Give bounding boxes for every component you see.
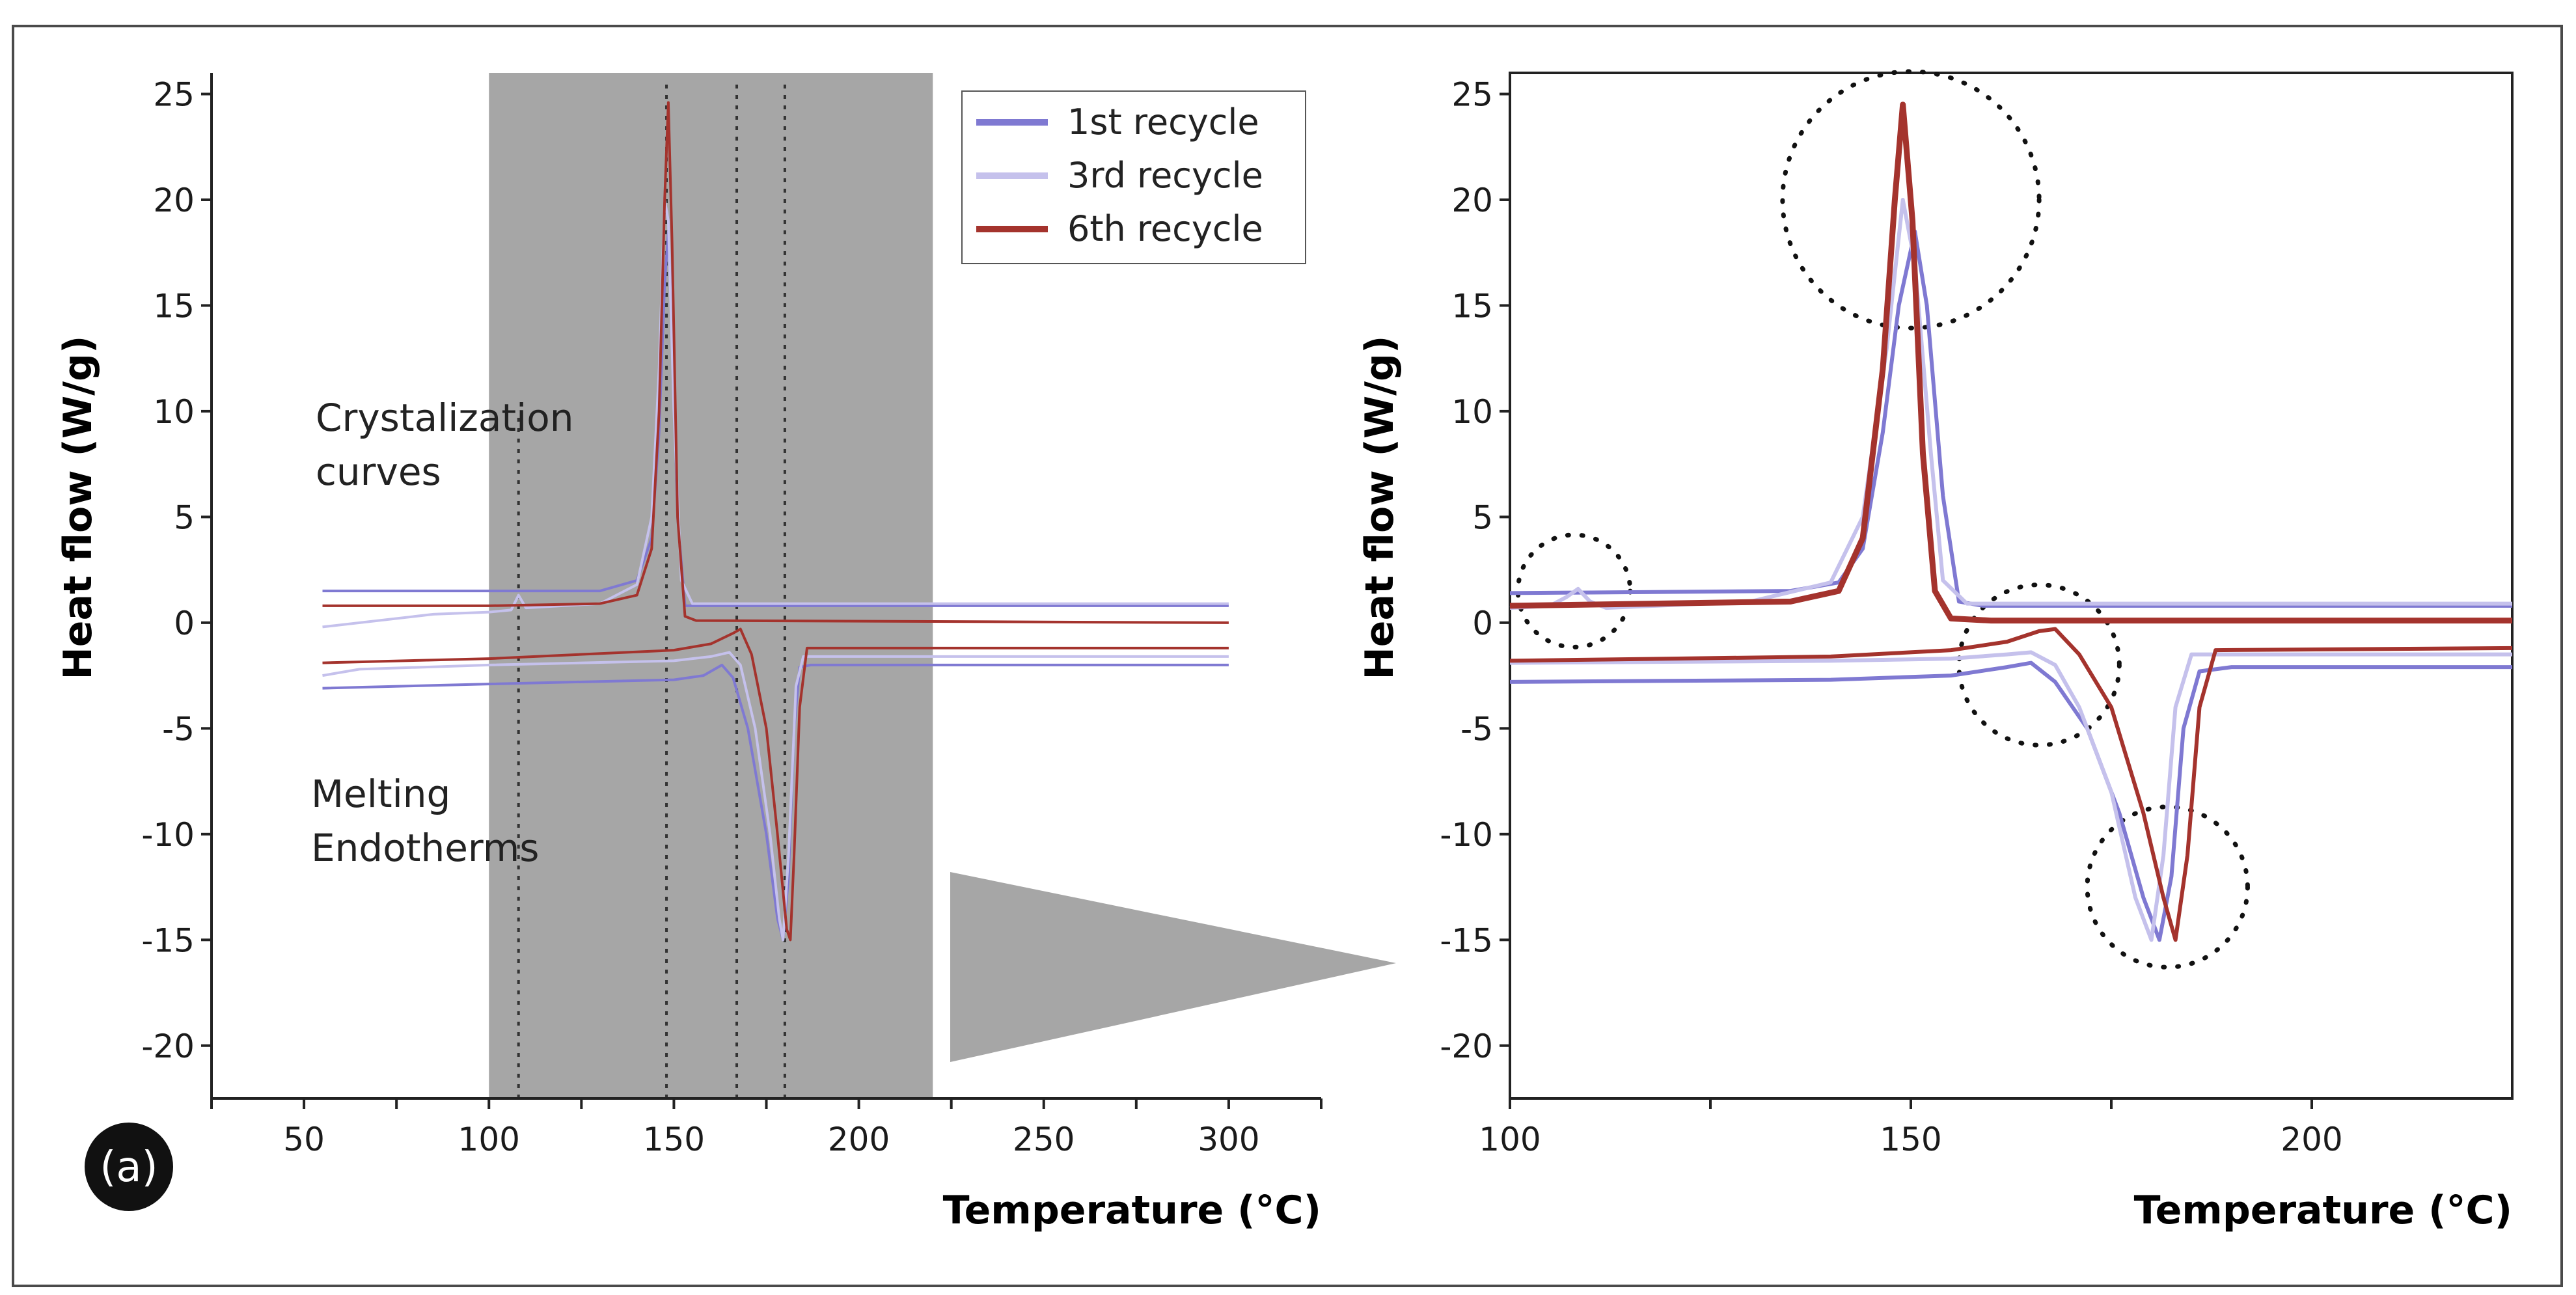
left-ytick-label--15: -15 — [141, 921, 195, 959]
right-ytick-label-10: 10 — [1451, 393, 1493, 431]
legend: 1st recycle 3rd recycle 6th recycle — [961, 90, 1306, 264]
legend-label-1st: 1st recycle — [1067, 102, 1259, 143]
annotation-curves: curves — [316, 450, 441, 494]
left-series-lines — [322, 101, 1229, 942]
left-series-1st-recycle-heat — [322, 663, 1229, 942]
right-ytick-label--15: -15 — [1440, 921, 1493, 959]
legend-label-3rd: 3rd recycle — [1067, 155, 1263, 196]
panel-label-circle — [85, 1123, 173, 1211]
left-y-ticks: 25 20 15 10 5 0 -5 -10 -15 -20 — [141, 75, 212, 1065]
left-xtick-label-300: 300 — [1198, 1121, 1259, 1158]
right-ytick-label-15: 15 — [1451, 287, 1493, 325]
left-ytick-label--5: -5 — [162, 710, 195, 748]
right-ytick-label-25: 25 — [1451, 75, 1493, 113]
right-ytick-label-0: 0 — [1472, 605, 1493, 642]
left-shaded-region — [489, 73, 933, 1098]
left-ytick-label-10: 10 — [153, 393, 195, 431]
right-y-ticks: 25 20 15 10 5 0 -5 -10 -15 -20 — [1440, 75, 1510, 1065]
right-series-1st-recycle-heat — [1509, 661, 2512, 942]
left-y-axis-title: Heat flow (W/g) — [55, 336, 101, 680]
panel-label-text: (a) — [100, 1143, 158, 1192]
left-x-axis-title: Temperature (°C) — [943, 1188, 1321, 1233]
left-series-6th-recycle-heat — [322, 627, 1229, 942]
right-xtick-label-200: 200 — [2281, 1121, 2342, 1158]
right-ytick-label--20: -20 — [1440, 1028, 1493, 1065]
right-series-3rd-recycle-cool — [1509, 198, 2512, 610]
annotation-crystalization: Crystalization — [316, 396, 573, 440]
right-x-axis-title: Temperature (°C) — [2134, 1188, 2512, 1233]
left-xtick-label-200: 200 — [828, 1121, 890, 1158]
left-x-ticks: 50 100 150 200 250 300 — [210, 1098, 1322, 1158]
right-ytick-label--5: -5 — [1460, 710, 1493, 748]
highlight-circle-1 — [1780, 69, 2042, 331]
left-series-6th-recycle-cool — [322, 101, 1229, 624]
highlight-circle-2 — [1956, 582, 2122, 748]
right-series-1st-recycle-cool — [1509, 229, 2512, 608]
panel-label-badge: (a) — [85, 1123, 173, 1211]
right-plot-box — [1509, 72, 2514, 1100]
left-xtick-label-100: 100 — [458, 1121, 520, 1158]
left-ytick-label--20: -20 — [141, 1028, 195, 1065]
left-ytick-label-0: 0 — [174, 605, 195, 642]
right-xtick-label-150: 150 — [1880, 1121, 1941, 1158]
right-ytick-label--10: -10 — [1440, 816, 1493, 854]
right-y-axis-title: Heat flow (W/g) — [1357, 336, 1403, 680]
annotation-melting: Melting — [311, 772, 450, 816]
highlight-circle-3 — [2085, 804, 2250, 970]
right-ytick-label-5: 5 — [1472, 498, 1493, 536]
legend-label-6th: 6th recycle — [1067, 208, 1263, 249]
left-ytick-label-20: 20 — [153, 182, 195, 219]
left-ytick-label-5: 5 — [174, 498, 195, 536]
right-series-lines — [1509, 102, 2513, 942]
right-series-3rd-recycle-heat — [1509, 650, 2512, 942]
right-series-6th-recycle-cool — [1509, 102, 2512, 624]
zoom-arrow-wedge — [950, 872, 1396, 1062]
right-xtick-label-100: 100 — [1479, 1121, 1541, 1158]
left-ytick-label-15: 15 — [153, 287, 195, 325]
right-panel: 25 20 15 10 5 0 -5 -10 -15 -20 100 150 200 Heat flo… — [1357, 69, 2514, 1233]
left-xtick-label-250: 250 — [1013, 1121, 1075, 1158]
right-highlight-circles — [1515, 69, 2250, 970]
left-xtick-label-50: 50 — [283, 1121, 325, 1158]
right-x-ticks: 100 150 200 — [1479, 1098, 2343, 1158]
annotation-endotherms: Endotherms — [311, 826, 539, 870]
right-series-6th-recycle-heat — [1509, 627, 2513, 942]
left-ytick-label--10: -10 — [141, 816, 195, 854]
left-xtick-label-150: 150 — [643, 1121, 705, 1158]
left-ytick-label-25: 25 — [153, 75, 195, 113]
right-ytick-label-20: 20 — [1451, 182, 1493, 219]
left-series-3rd-recycle-heat — [322, 651, 1229, 942]
